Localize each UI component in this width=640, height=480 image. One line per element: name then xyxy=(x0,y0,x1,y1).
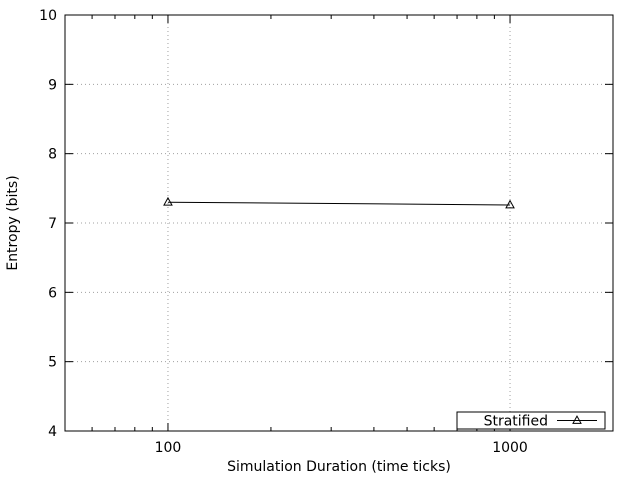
data-point-triangle xyxy=(163,196,173,206)
y-axis-label: Entropy (bits) xyxy=(5,175,21,270)
series-line xyxy=(167,201,511,206)
series-group xyxy=(163,196,515,209)
x-tick-label: 100 xyxy=(155,440,182,456)
legend-box xyxy=(456,411,606,430)
axis-ticks: 4 5 6 7 8 9 10 100 1000 xyxy=(39,8,613,456)
x-tick-label: 1000 xyxy=(492,440,528,456)
y-tick-label: 7 xyxy=(48,216,57,232)
y-tick-label: 6 xyxy=(48,285,57,301)
grid-lines xyxy=(65,15,613,431)
y-tick-label: 9 xyxy=(48,77,57,93)
plot-frame xyxy=(64,14,614,432)
data-point-triangle xyxy=(505,199,515,209)
legend: Stratified xyxy=(456,411,606,430)
y-tick-label: 4 xyxy=(48,424,57,440)
legend-label: Stratified xyxy=(484,414,548,430)
x-axis-label: Simulation Duration (time ticks) xyxy=(227,459,451,475)
y-tick-label: 8 xyxy=(48,147,57,163)
y-tick-label: 5 xyxy=(48,355,57,371)
y-tick-label: 10 xyxy=(39,8,57,24)
legend-marker-triangle xyxy=(572,415,582,424)
